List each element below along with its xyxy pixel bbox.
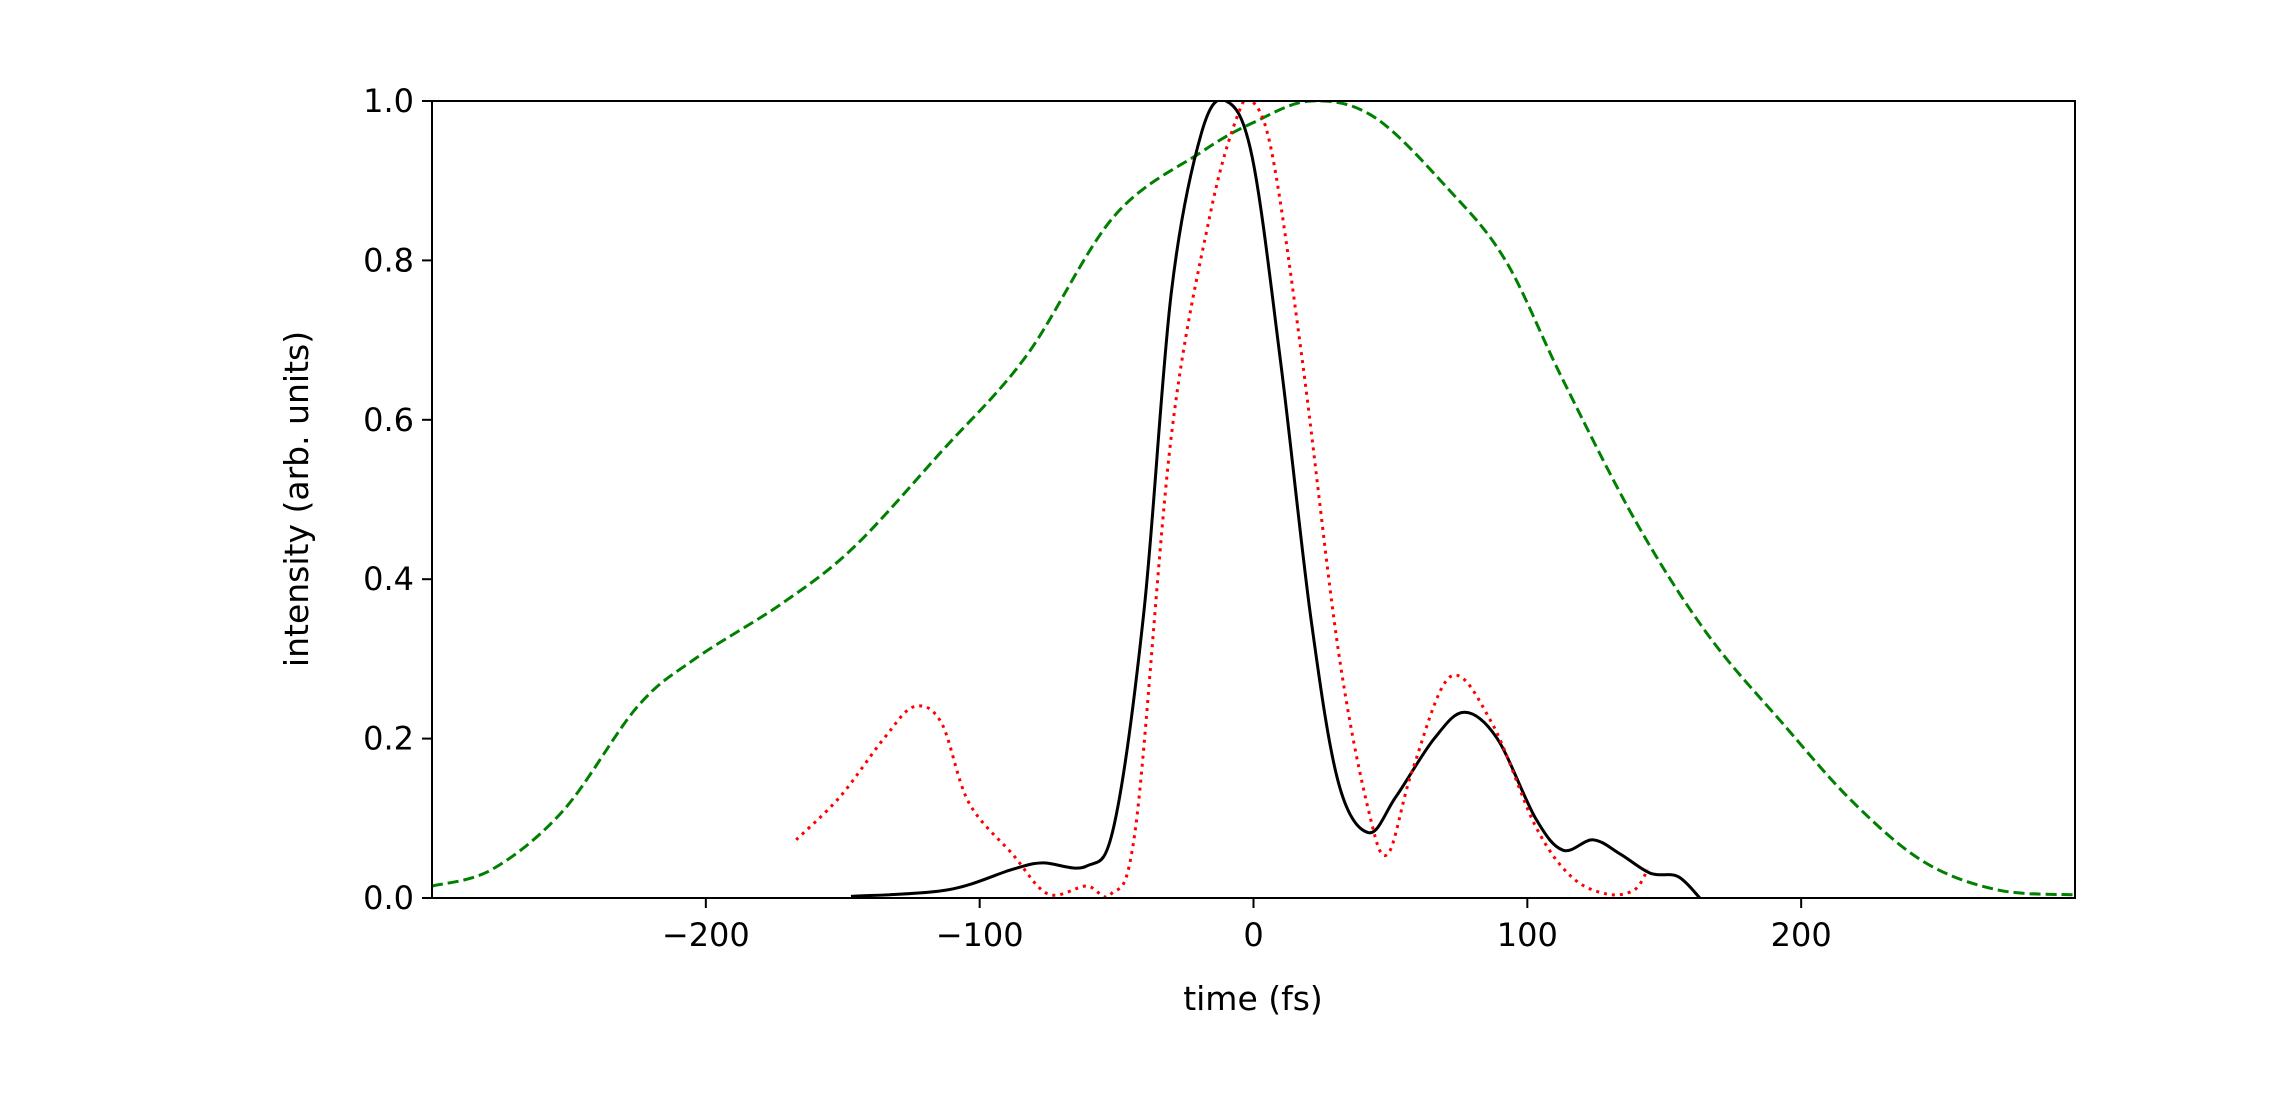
- x-tick-label: 200: [1771, 916, 1832, 954]
- x-tick-label: 0: [1243, 916, 1263, 954]
- x-tick-label: 100: [1497, 916, 1558, 954]
- x-tick-label: −100: [936, 916, 1024, 954]
- y-tick-label: 1.0: [363, 82, 414, 120]
- series-line-2: [795, 101, 1650, 898]
- y-axis-label: intensity (arb. units): [277, 331, 316, 667]
- y-tick-label: 0.4: [363, 560, 414, 598]
- y-tick-label: 0.6: [363, 401, 414, 439]
- x-axis-label: time (fs): [1183, 979, 1323, 1018]
- y-tick-label: 0.2: [363, 720, 414, 758]
- series-line-0: [432, 101, 2075, 897]
- series-line-1: [850, 101, 1701, 898]
- x-tick-label: −200: [662, 916, 750, 954]
- y-tick-label: 0.8: [363, 241, 414, 279]
- y-tick-label: 0.0: [363, 879, 414, 917]
